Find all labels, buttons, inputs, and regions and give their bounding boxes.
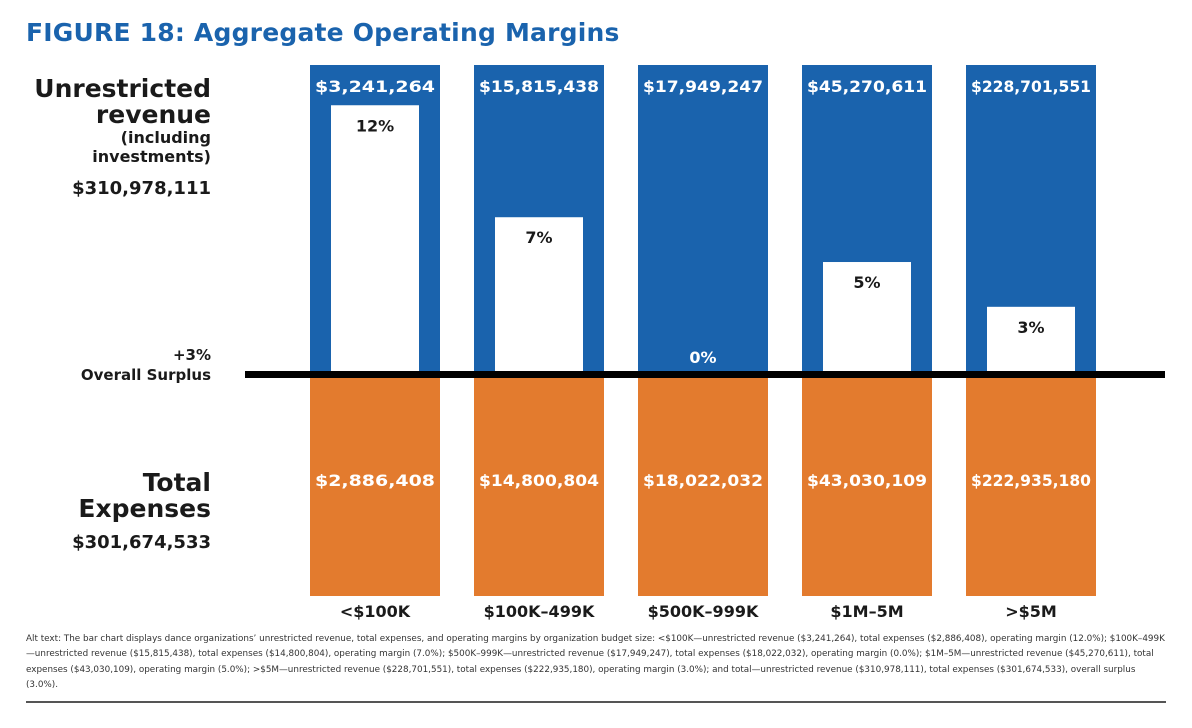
revenue-heading-line-1: Unrestricted xyxy=(34,74,211,103)
margin-label: 5% xyxy=(853,273,880,292)
margin-bar xyxy=(823,262,911,374)
category-tick-label: $1M–5M xyxy=(830,602,903,621)
category-tick-label: <$100K xyxy=(340,602,411,621)
revenue-bar xyxy=(638,65,768,374)
revenue-heading-line-2: revenue xyxy=(95,100,211,129)
expenses-value-label: $222,935,180 xyxy=(971,471,1091,490)
expenses-value-label: $14,800,804 xyxy=(479,471,599,490)
bottom-rule xyxy=(26,701,1166,703)
expenses-heading-line-2: Expenses xyxy=(78,494,211,523)
revenue-subheading-line-1: (including xyxy=(120,128,211,147)
category-tick-label: $500K–999K xyxy=(648,602,759,621)
expenses-bar xyxy=(638,374,768,596)
overall-surplus-percent: +3% xyxy=(172,346,211,364)
alt-text: Alt text: The bar chart displays dance o… xyxy=(26,634,1165,690)
zero-baseline xyxy=(245,371,1165,378)
expenses-value-label: $2,886,408 xyxy=(315,471,435,490)
margin-bar xyxy=(331,105,419,374)
expenses-bar xyxy=(310,374,440,596)
revenue-value-label: $15,815,438 xyxy=(479,77,599,96)
category-tick-label: $100K–499K xyxy=(484,602,595,621)
margin-label: 12% xyxy=(356,116,394,135)
expenses-heading: Total Expenses xyxy=(78,470,211,522)
expenses-bar xyxy=(966,374,1096,596)
margin-bar xyxy=(495,217,583,374)
margin-label: 3% xyxy=(1017,318,1044,337)
margin-label: 0% xyxy=(689,348,716,367)
revenue-value-label: $3,241,264 xyxy=(315,77,435,96)
expenses-total: $301,674,533 xyxy=(72,532,211,553)
figure-title: FIGURE 18: Aggregate Operating Margins xyxy=(26,18,620,47)
expenses-bar xyxy=(802,374,932,596)
margin-label: 7% xyxy=(525,228,552,247)
revenue-subheading-line-2: investments) xyxy=(92,147,211,166)
revenue-value-label: $228,701,551 xyxy=(971,77,1091,96)
expenses-heading-line-1: Total xyxy=(142,468,211,497)
revenue-subheading: (including investments) xyxy=(92,128,211,166)
margin-bar xyxy=(987,306,1075,374)
revenue-total: $310,978,111 xyxy=(72,178,211,199)
overall-surplus-label: Overall Surplus xyxy=(80,366,211,384)
revenue-heading: Unrestricted revenue xyxy=(34,76,211,128)
expenses-value-label: $43,030,109 xyxy=(807,471,927,490)
revenue-value-label: $45,270,611 xyxy=(807,77,927,96)
expenses-bar xyxy=(474,374,604,596)
expenses-value-label: $18,022,032 xyxy=(643,471,763,490)
category-tick-label: >$5M xyxy=(1005,602,1057,621)
revenue-value-label: $17,949,247 xyxy=(643,77,763,96)
